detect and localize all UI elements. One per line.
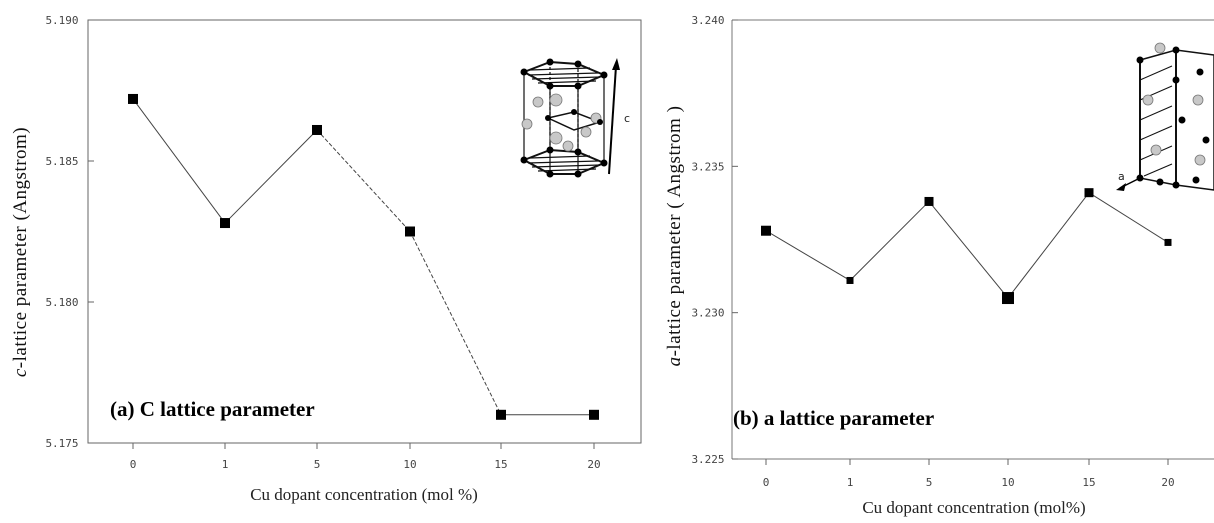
a-axis-label: a [1118,170,1125,183]
panel-annotation: (b) a lattice parameter [733,406,934,430]
data-point-marker [846,276,854,284]
series-line-segment [765,230,851,281]
data-series [128,93,599,420]
series-line-segment [849,201,930,281]
data-point-marker [1164,238,1172,246]
x-axis-label: Cu dopant concentration (mol %) [250,485,478,504]
y-axis-label-italic: c [10,368,31,377]
x-tick-label: 0 [763,476,770,489]
data-point-marker [924,196,934,206]
x-axis-label: Cu dopant concentration (mol%) [862,498,1085,517]
y-axis-label-text: -lattice parameter ( Angstrom ) [664,106,685,357]
y-tick-label: 5.185 [45,155,78,168]
data-point-marker [496,409,506,420]
x-tick-label: 10 [403,458,416,471]
x-tick-label: 15 [1082,476,1095,489]
y-tick-label: 3.240 [691,14,724,27]
y-axis-label: c-lattice parameter (Angstrom) [10,127,31,377]
y-tick-label: 5.175 [45,437,78,450]
data-point-marker [220,218,230,229]
x-tick-label: 20 [587,458,600,471]
y-axis-label-text: -lattice parameter (Angstrom) [10,127,31,368]
x-tick-label: 0 [130,458,137,471]
data-point-marker [1002,292,1014,305]
series-line-segment [132,98,226,224]
y-tick-label: 3.230 [691,307,724,320]
series-line-segment [1088,192,1169,243]
data-point-marker [128,93,138,104]
chart-panel-c-lattice: c-lattice parameter (Angstrom) Cu dopant… [10,14,642,504]
y-tick-label: 3.225 [691,453,724,466]
panel-annotation: (a) C lattice parameter [110,397,315,421]
y-axis-label: a-lattice parameter ( Angstrom ) [664,106,685,367]
x-tick-label: 1 [847,476,854,489]
crystal-structure-inset: c [520,58,630,178]
crystal-structure-inset: a [1116,42,1214,191]
series-line-segment [316,129,411,232]
data-point-marker [589,409,599,420]
data-point-marker [1084,188,1094,198]
data-series [761,188,1172,305]
series-line-segment [224,129,318,224]
c-axis-label: c [624,112,630,125]
x-tick-label: 10 [1001,476,1014,489]
series-line-segment [928,201,1009,299]
series-line-segment [1007,192,1090,299]
x-tick-label: 5 [926,476,933,489]
y-tick-label: 5.180 [45,296,78,309]
chart-panel-a-lattice: a-lattice parameter ( Angstrom ) Cu dopa… [664,14,1214,517]
y-axis-label-italic: a [664,356,685,366]
x-tick-label: 20 [1161,476,1174,489]
y-tick-label: 5.190 [45,14,78,27]
x-tick-label: 1 [222,458,229,471]
series-line-segment [409,231,502,416]
data-point-marker [312,124,322,135]
x-tick-label: 5 [314,458,321,471]
y-tick-label: 3.235 [691,160,724,173]
x-tick-label: 15 [494,458,507,471]
data-point-marker [761,225,771,236]
plot-frame [87,19,642,444]
data-point-marker [405,226,415,237]
